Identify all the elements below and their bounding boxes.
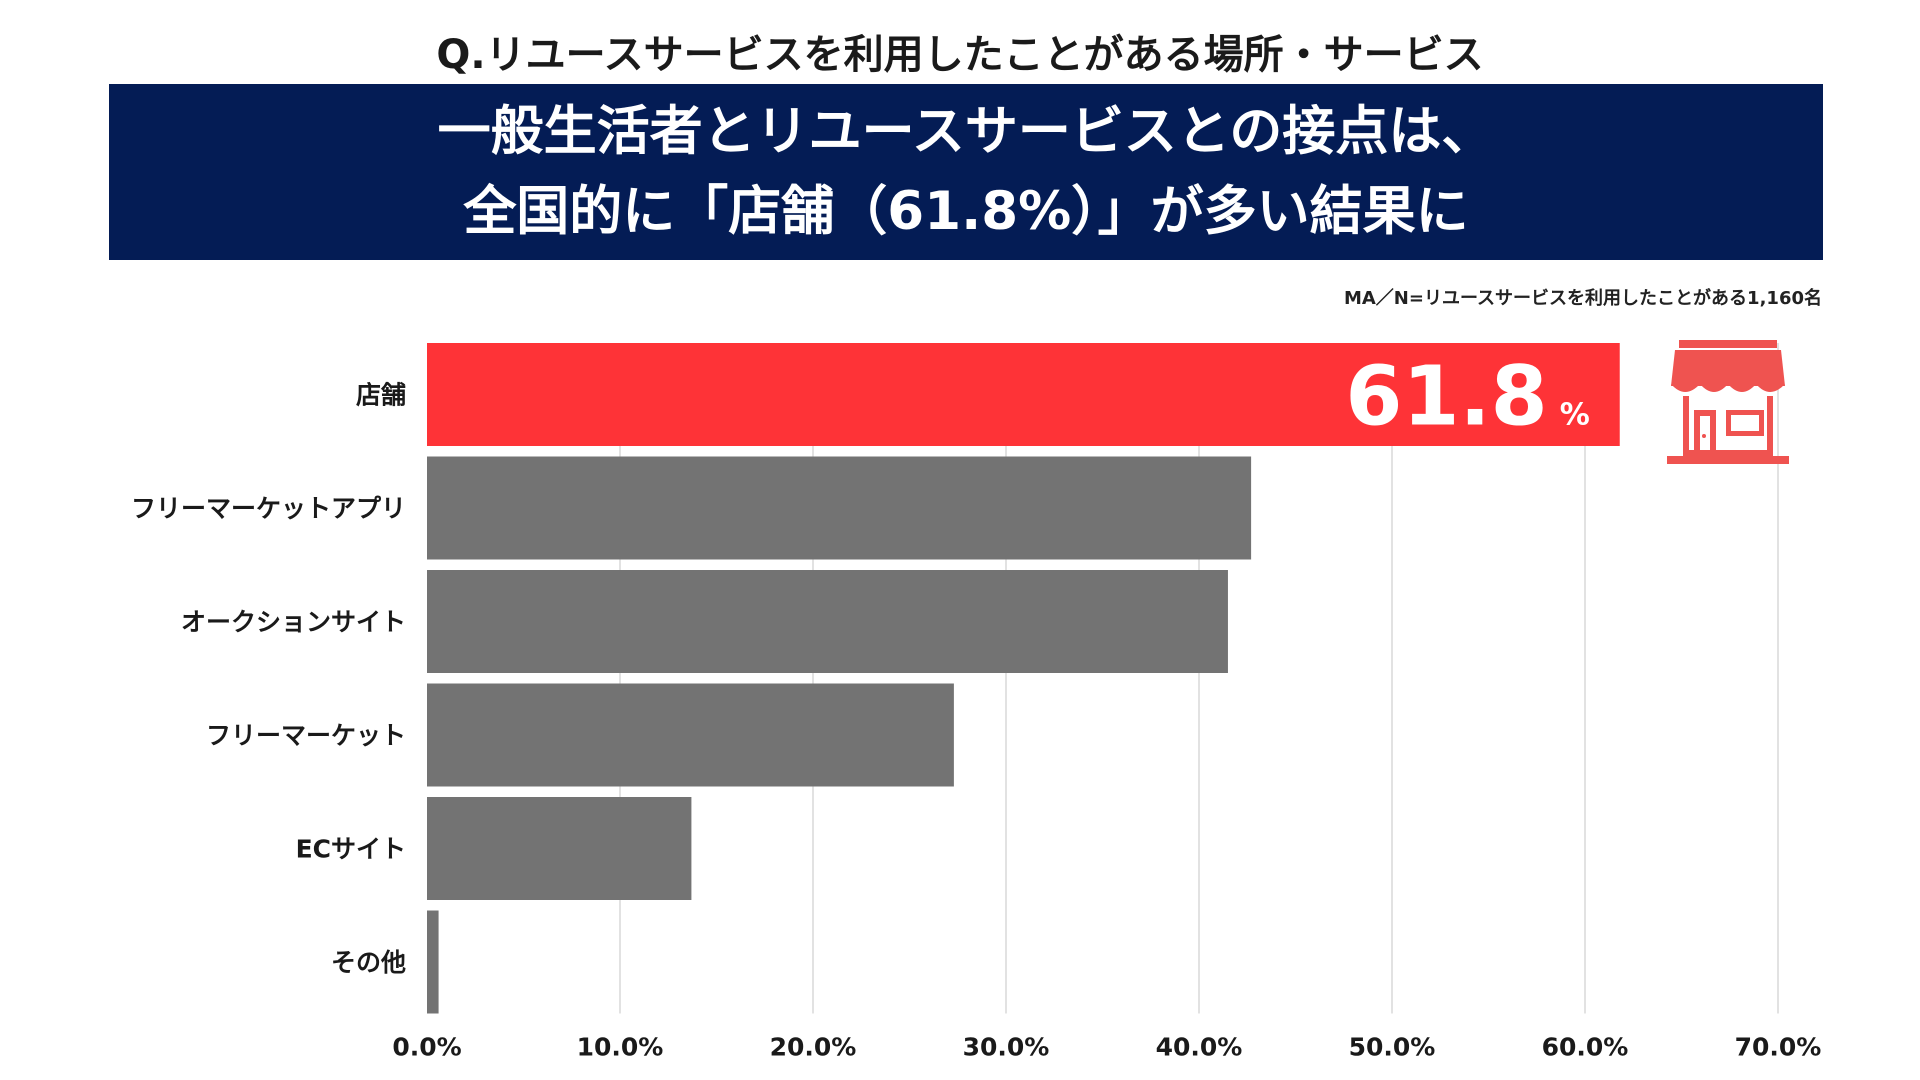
bar: [427, 683, 954, 787]
value-callout: 61.8 %: [1345, 350, 1589, 445]
x-tick-label: 0.0%: [392, 1033, 461, 1062]
sample-note: MA／N=リユースサービスを利用したことがある1,160名: [1343, 288, 1822, 309]
headline-banner: 一般生活者とリユースサービスとの接点は、 全国的に「店舗（61.8%）」が多い結…: [109, 84, 1823, 260]
headline-line-1: 一般生活者とリユースサービスとの接点は、: [437, 101, 1495, 162]
x-tick-label: 50.0%: [1349, 1033, 1436, 1062]
headline-line-2: 全国的に「店舗（61.8%）」が多い結果に: [463, 181, 1469, 242]
callout-value: 61.8: [1345, 350, 1547, 445]
gridlines: [619, 343, 1779, 1014]
category-label: フリーマーケット: [206, 721, 406, 750]
callout-unit: %: [1560, 398, 1590, 433]
bar: [427, 343, 1620, 446]
category-label: ECサイト: [296, 835, 406, 864]
x-tick-label: 60.0%: [1542, 1033, 1629, 1062]
bar: [427, 910, 439, 1014]
x-tick-label: 10.0%: [577, 1033, 664, 1062]
bar: [427, 456, 1252, 560]
x-axis-ticks: 0.0% 10.0% 20.0% 30.0% 40.0% 50.0% 60.0% 70.0%: [392, 1033, 1821, 1062]
x-tick-label: 40.0%: [1156, 1033, 1243, 1062]
x-tick-label: 30.0%: [963, 1033, 1050, 1062]
category-label: その他: [331, 948, 406, 977]
store-icon: [1667, 340, 1789, 464]
x-tick-label: 20.0%: [770, 1033, 857, 1062]
category-label: オークションサイト: [181, 608, 406, 637]
bar: [427, 797, 692, 900]
question-title: Q.リユースサービスを利用したことがある場所・サービス: [436, 32, 1484, 78]
x-tick-label: 70.0%: [1735, 1033, 1822, 1062]
bar: [427, 570, 1228, 673]
category-label: 店舗: [356, 381, 406, 410]
bars: [427, 343, 1620, 1014]
category-label: フリーマーケットアプリ: [131, 494, 406, 523]
